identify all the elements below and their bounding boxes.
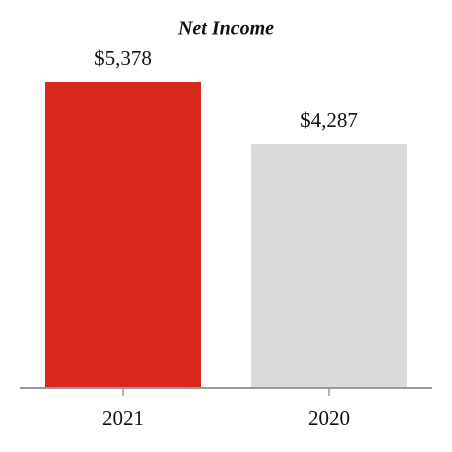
- x-tick-label: 2020: [308, 406, 350, 430]
- value-label: $4,287: [300, 108, 358, 132]
- bar: [251, 144, 407, 387]
- chart-title: Net Income: [177, 18, 274, 40]
- value-label: $5,378: [94, 46, 152, 70]
- x-tick-label: 2021: [102, 406, 144, 430]
- bar: [45, 82, 201, 387]
